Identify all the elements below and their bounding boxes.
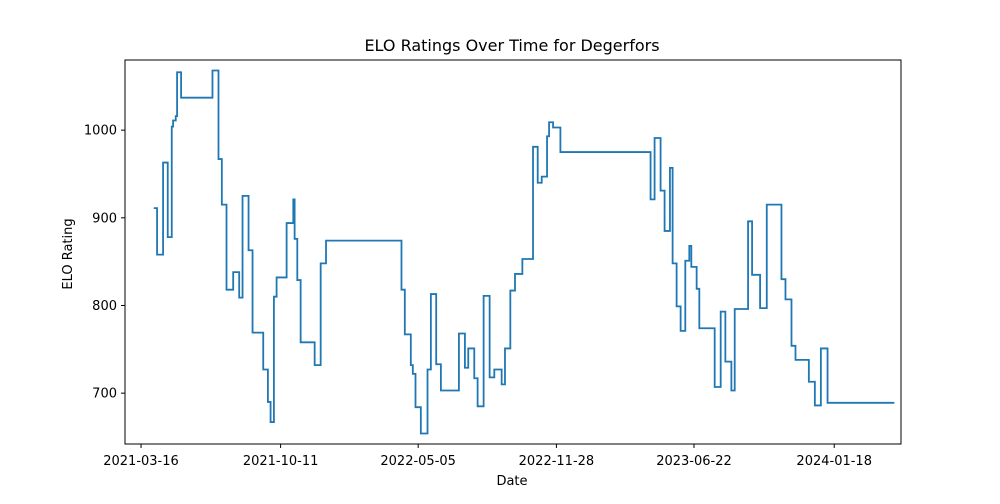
x-tick-label: 2022-05-05: [380, 454, 456, 469]
x-axis-label: Date: [496, 474, 527, 489]
chart-title: ELO Ratings Over Time for Degerfors: [364, 36, 659, 55]
plot-frame: [124, 59, 902, 445]
y-tick-label: 800: [92, 299, 117, 314]
elo-series-line: [153, 69, 895, 435]
y-tick-label: 1000: [84, 124, 117, 139]
x-axis: 2021-03-16 2021-10-11 2022-05-05 2022-11-28…: [103, 444, 872, 469]
y-tick-label: 700: [92, 387, 117, 402]
y-axis: 700 800 900 1000: [84, 124, 125, 402]
x-tick-label: 2021-10-11: [243, 454, 319, 469]
x-tick-label: 2021-03-16: [103, 454, 179, 469]
y-axis-label: ELO Rating: [61, 218, 76, 289]
plot-area: [153, 69, 895, 435]
x-tick-label: 2022-11-28: [519, 454, 595, 469]
x-tick-label: 2024-01-18: [796, 454, 872, 469]
x-tick-label: 2023-06-22: [656, 454, 732, 469]
y-tick-label: 900: [92, 211, 117, 226]
